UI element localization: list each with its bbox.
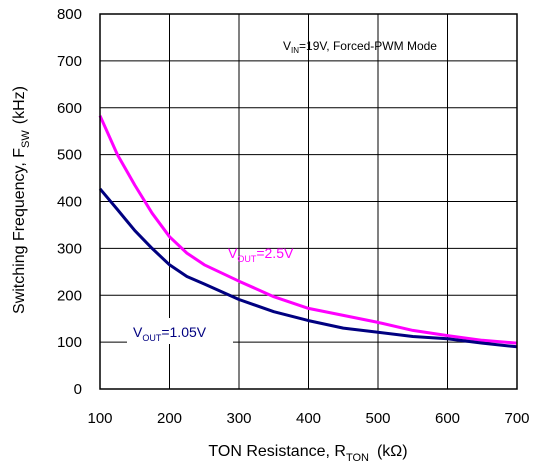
annotation-rest: =19V, Forced-PWM Mode [299,39,437,53]
series-label-value: =2.5V [256,245,294,261]
y-tick-label: 200 [57,287,82,304]
y-tick-label: 300 [57,240,82,257]
y-tick-label: 100 [57,334,82,351]
x-tick-labels: 100 200 300 400 500 600 700 [87,410,529,427]
annotation-main: V [283,39,291,53]
y-tick-label: 400 [57,194,82,211]
y-tick-label: 500 [57,147,82,164]
y-axis-title-main: Switching Frequency, F [11,148,28,314]
series-label-vout-2-5v: VOUT=2.5V [228,245,294,264]
plot-area [99,13,518,390]
series-label-background [127,318,233,344]
series-label-subscript: OUT [237,254,257,264]
y-tick-label: 700 [57,53,82,70]
x-axis-title-unit: (kΩ) [377,443,408,460]
y-axis-title-subscript: SW [20,130,32,148]
series-label-main: V [228,245,238,261]
x-axis-title-main: TON Resistance, R [208,443,346,460]
y-tick-label: 0 [74,381,82,398]
series-label-vout-1-05v: VOUT=1.05V [133,324,207,343]
x-tick-label: 500 [365,410,390,427]
y-tick-label: 800 [57,6,82,23]
series-layer [98,115,518,349]
x-tick-label: 700 [504,410,529,427]
x-tick-label: 100 [87,410,112,427]
x-tick-label: 400 [296,410,321,427]
annotation-subscript: IN [291,46,299,55]
y-tick-labels: 0 100 200 300 400 500 600 700 800 [57,6,82,398]
y-axis-title-unit: (kHz) [11,86,28,124]
x-tick-label: 200 [157,410,182,427]
grid [99,13,518,390]
y-axis-title: Switching Frequency, FSW (kHz) [11,86,32,314]
series-line-0 [98,115,518,345]
series-line-1 [98,187,518,349]
series-label-value: =1.05V [161,324,206,340]
x-axis-title-subscript: TON [346,452,369,464]
condition-annotation: VIN=19V, Forced-PWM Mode [283,39,437,55]
x-axis-title: TON Resistance, RTON (kΩ) [208,443,407,464]
y-tick-label: 600 [57,100,82,117]
x-tick-label: 600 [435,410,460,427]
series-label-subscript: OUT [142,333,162,343]
x-tick-label: 300 [226,410,251,427]
series-label-main: V [133,324,143,340]
